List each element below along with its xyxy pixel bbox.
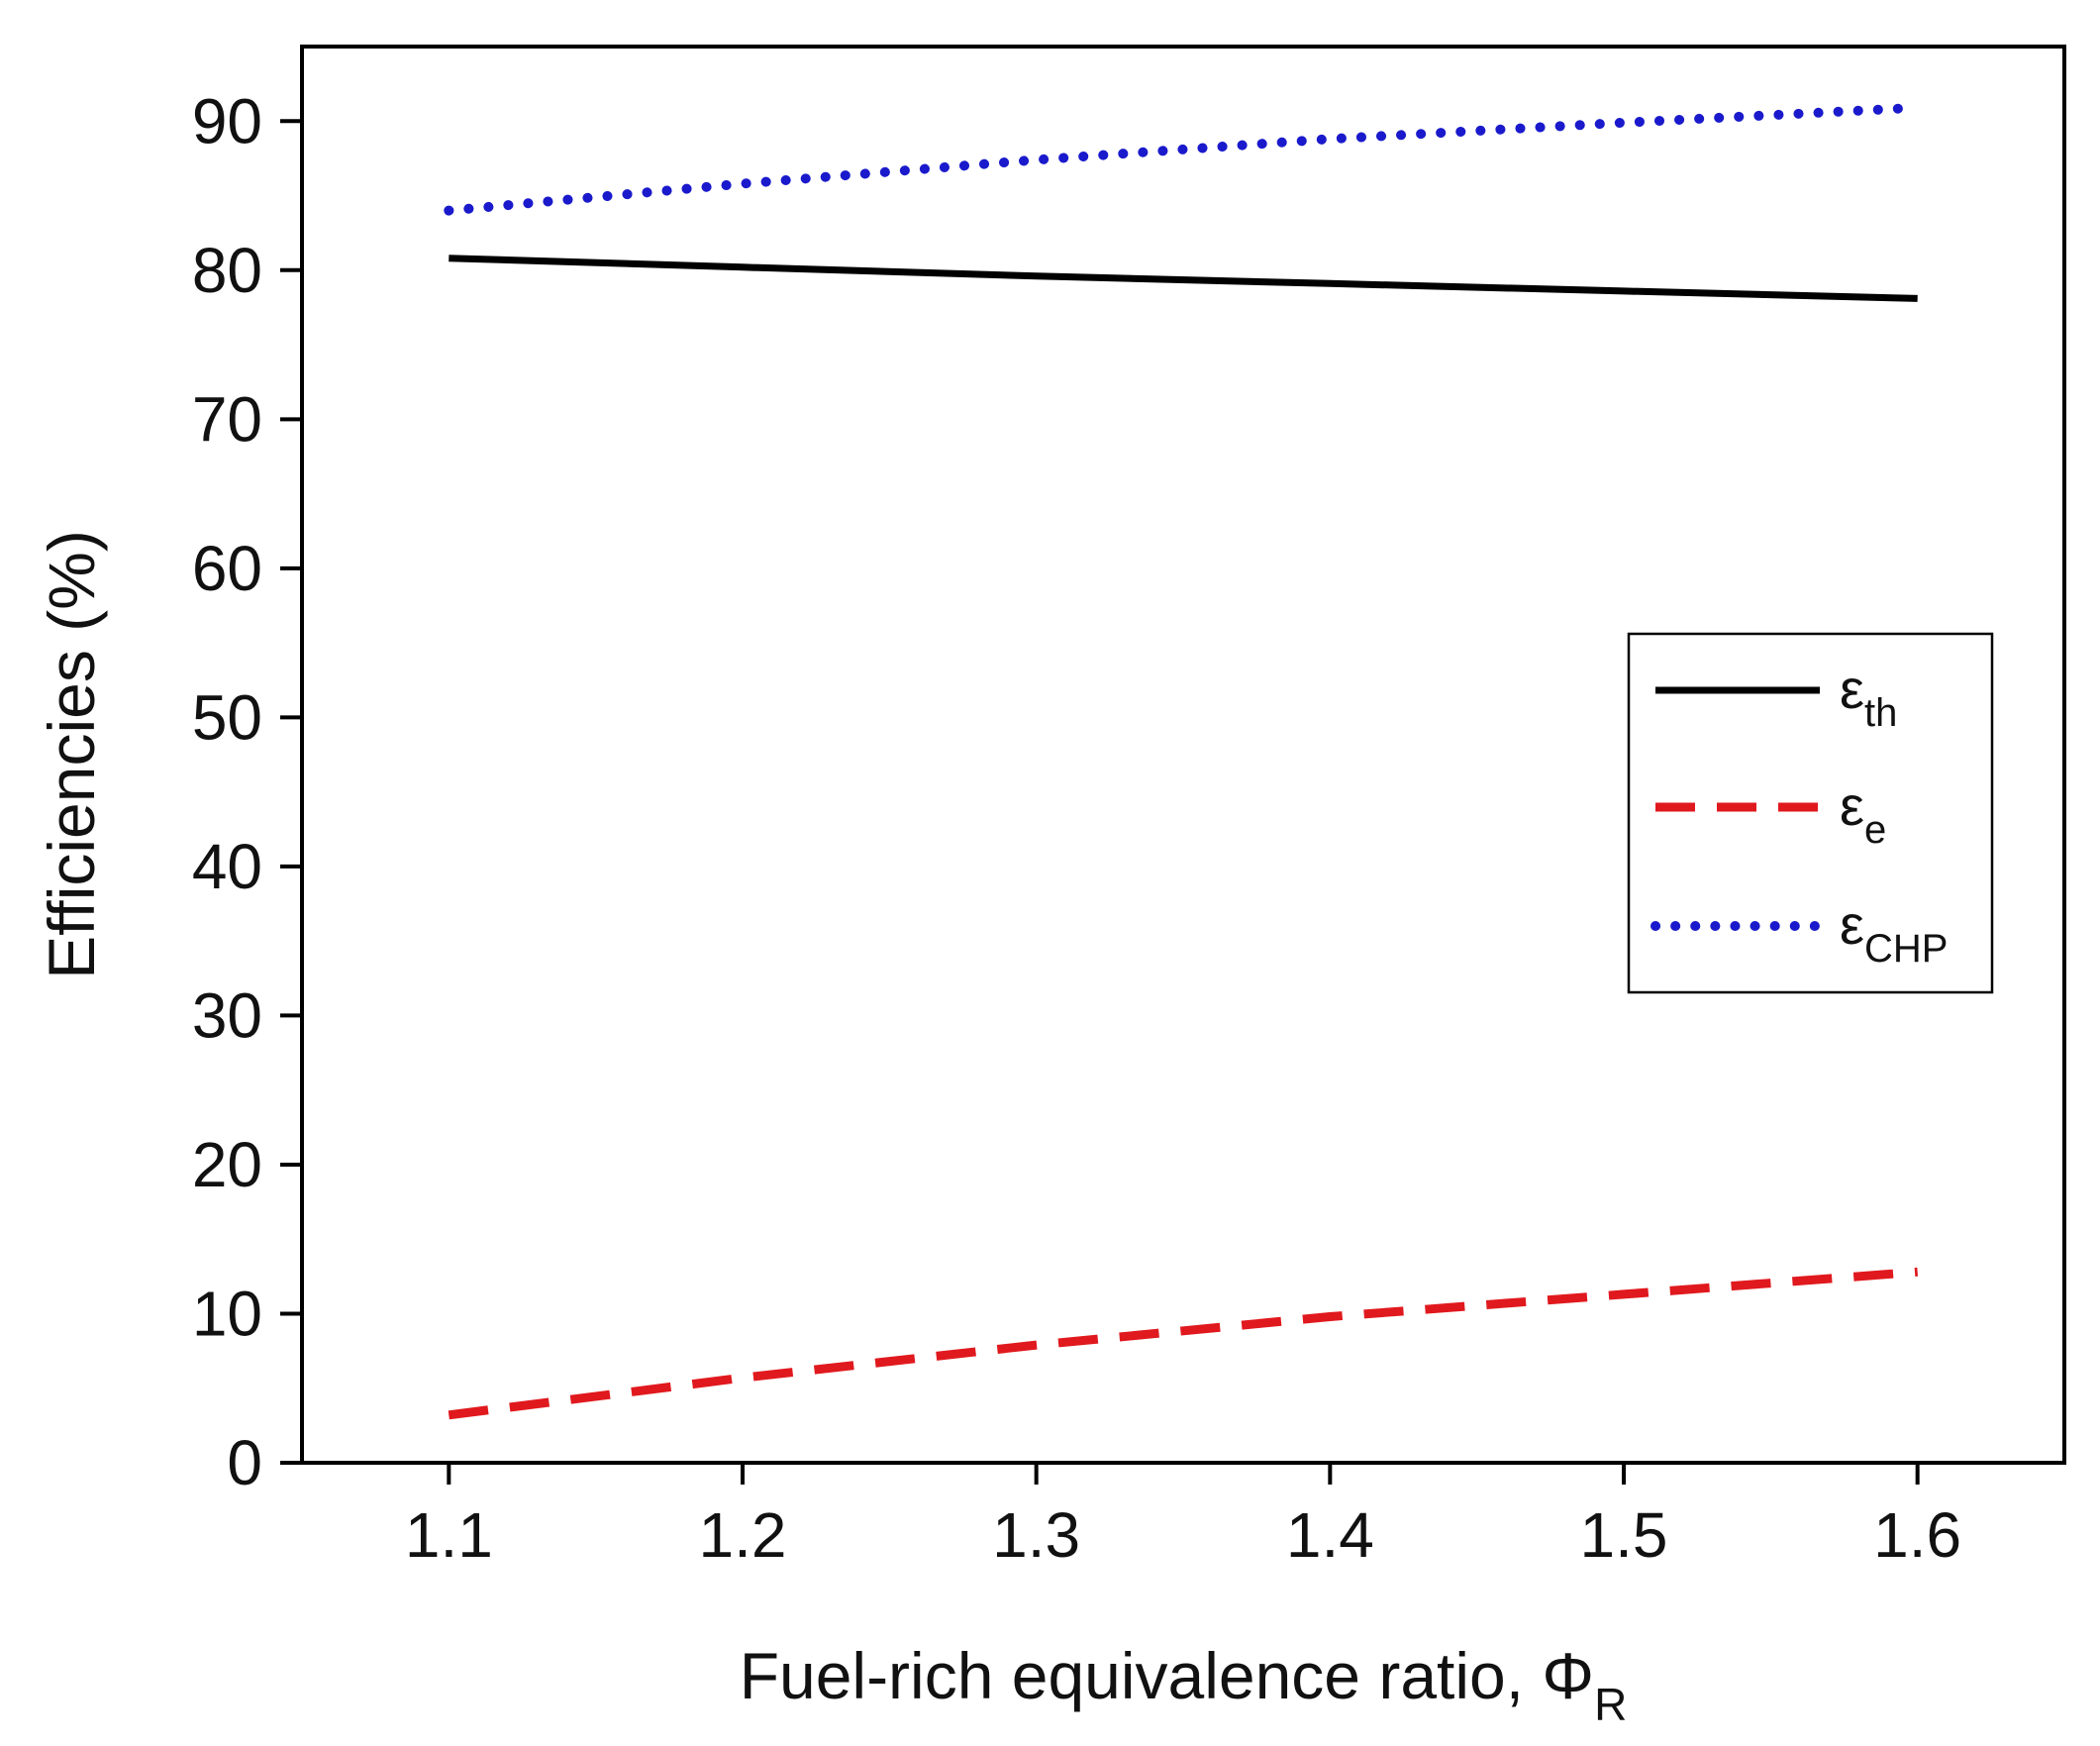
x-axis-title-main: Fuel-rich equivalence ratio, Φ	[740, 1639, 1594, 1712]
x-tick-label: 1.3	[992, 1499, 1080, 1571]
y-tick-label: 90	[192, 85, 262, 156]
legend-label-th: εth	[1840, 658, 1897, 735]
x-tick-label: 1.5	[1580, 1499, 1668, 1571]
series-line-th	[449, 255, 1918, 302]
y-tick-label: 20	[192, 1129, 262, 1200]
legend-label-e: εe	[1840, 774, 1886, 852]
y-tick-label: 30	[192, 979, 262, 1051]
y-tick-label: 70	[192, 383, 262, 455]
legend: εth εe εCHP	[1627, 632, 1994, 994]
y-tick-label: 0	[227, 1427, 262, 1498]
y-tick-label: 10	[192, 1278, 262, 1349]
y-tick-label: 40	[192, 831, 262, 902]
y-tick-label: 50	[192, 681, 262, 753]
x-axis-title: Fuel-rich equivalence ratio, ΦR	[740, 1639, 1628, 1730]
x-tick-label: 1.4	[1286, 1499, 1374, 1571]
x-tick-label: 1.1	[405, 1499, 493, 1571]
series-layer	[444, 102, 1923, 1420]
x-axis-title-subscript: R	[1594, 1679, 1627, 1730]
y-axis-title: Efficiencies (%)	[35, 530, 108, 979]
y-axis: 0 10 20 30 40 50 60 70 80 90	[192, 85, 302, 1498]
series-line-chp	[444, 102, 1923, 216]
series-line-e	[448, 1267, 1919, 1420]
y-tick-label: 60	[192, 533, 262, 604]
x-tick-label: 1.2	[699, 1499, 787, 1571]
x-tick-label: 1.6	[1873, 1499, 1961, 1571]
plot-frame	[300, 45, 2066, 1465]
y-tick-label: 80	[192, 235, 262, 306]
x-axis: 1.1 1.2 1.3 1.4 1.5 1.6	[405, 1463, 1961, 1571]
legend-label-chp: εCHP	[1840, 893, 1948, 971]
